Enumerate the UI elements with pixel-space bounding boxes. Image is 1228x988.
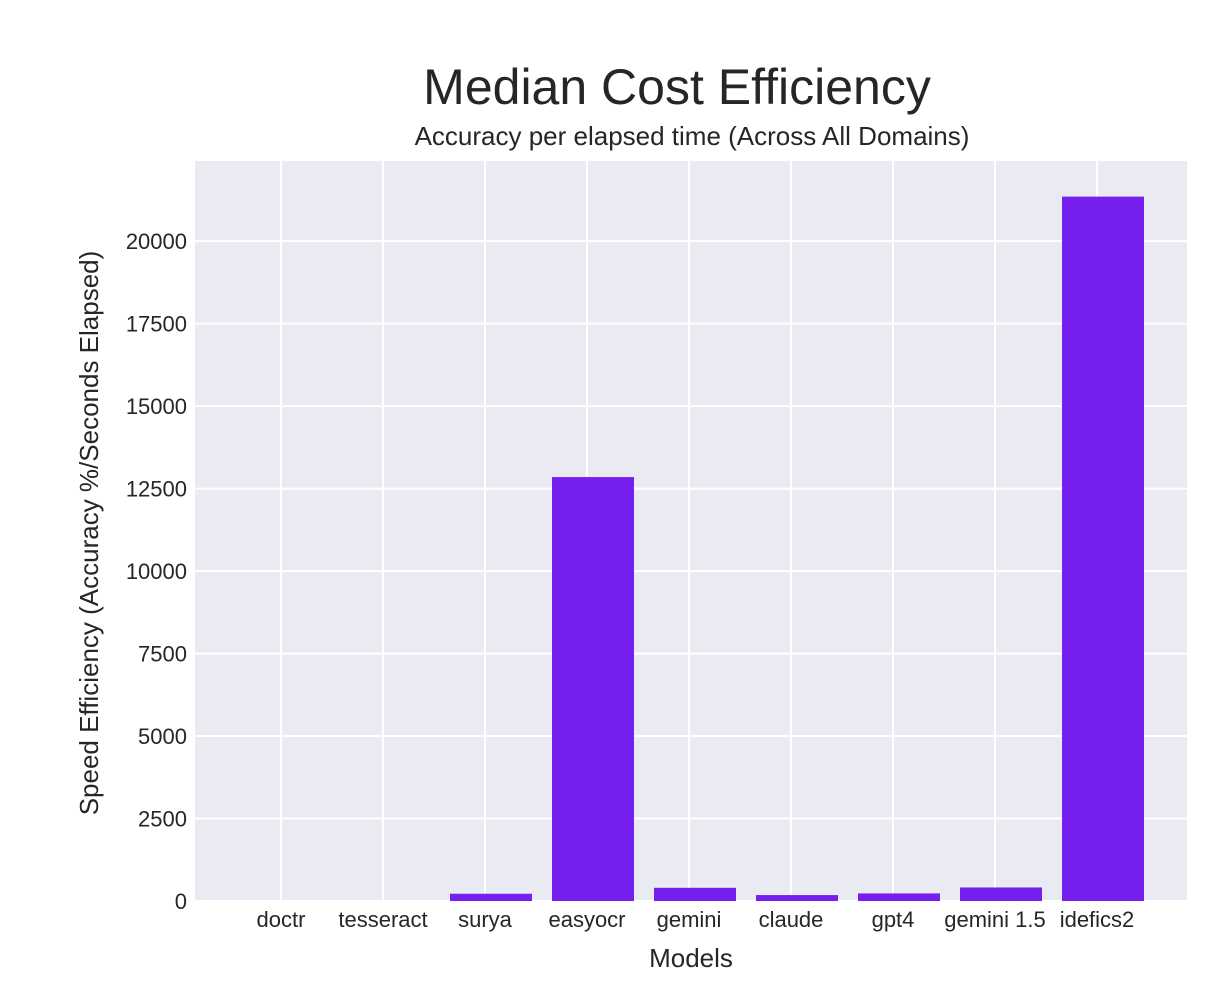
x-tick-label: gemini bbox=[657, 907, 722, 932]
y-tick-label: 2500 bbox=[138, 807, 187, 832]
y-axis-label: Speed Efficiency (Accuracy %/Seconds Ela… bbox=[74, 251, 104, 816]
x-tick-label: surya bbox=[458, 907, 513, 932]
y-tick-label: 10000 bbox=[126, 559, 187, 584]
x-tick-label: easyocr bbox=[548, 907, 625, 932]
bar-surya bbox=[450, 893, 532, 901]
x-tick-label: doctr bbox=[257, 907, 306, 932]
x-tick-label: gemini 1.5 bbox=[944, 907, 1046, 932]
x-tick-label: tesseract bbox=[338, 907, 427, 932]
plot-area bbox=[195, 161, 1187, 901]
y-tick-labels: 0 2500 5000 7500 10000 12500 15000 17500 20000 bbox=[126, 229, 187, 914]
y-tick-label: 7500 bbox=[138, 642, 187, 667]
chart-title: Median Cost Efficiency bbox=[423, 59, 931, 115]
x-tick-label: idefics2 bbox=[1060, 907, 1135, 932]
y-tick-label: 17500 bbox=[126, 312, 187, 337]
chart-subtitle: Accuracy per elapsed time (Across All Do… bbox=[415, 121, 970, 151]
bar-gemini bbox=[654, 887, 736, 901]
bar-easyocr bbox=[552, 477, 634, 901]
bar-idefics2 bbox=[1062, 196, 1144, 901]
bar-claude bbox=[756, 895, 838, 901]
y-tick-label: 20000 bbox=[126, 229, 187, 254]
x-tick-label: claude bbox=[759, 907, 824, 932]
x-axis-label: Models bbox=[649, 943, 733, 973]
y-tick-label: 5000 bbox=[138, 724, 187, 749]
bars bbox=[450, 196, 1144, 901]
y-tick-label: 15000 bbox=[126, 394, 187, 419]
y-tick-label: 0 bbox=[175, 889, 187, 914]
bar-gpt4 bbox=[858, 893, 940, 901]
x-tick-label: gpt4 bbox=[872, 907, 915, 932]
x-tick-labels: doctr tesseract surya easyocr gemini claude gp… bbox=[257, 907, 1135, 932]
bar-gemini-1.5 bbox=[960, 887, 1042, 901]
y-tick-label: 12500 bbox=[126, 477, 187, 502]
